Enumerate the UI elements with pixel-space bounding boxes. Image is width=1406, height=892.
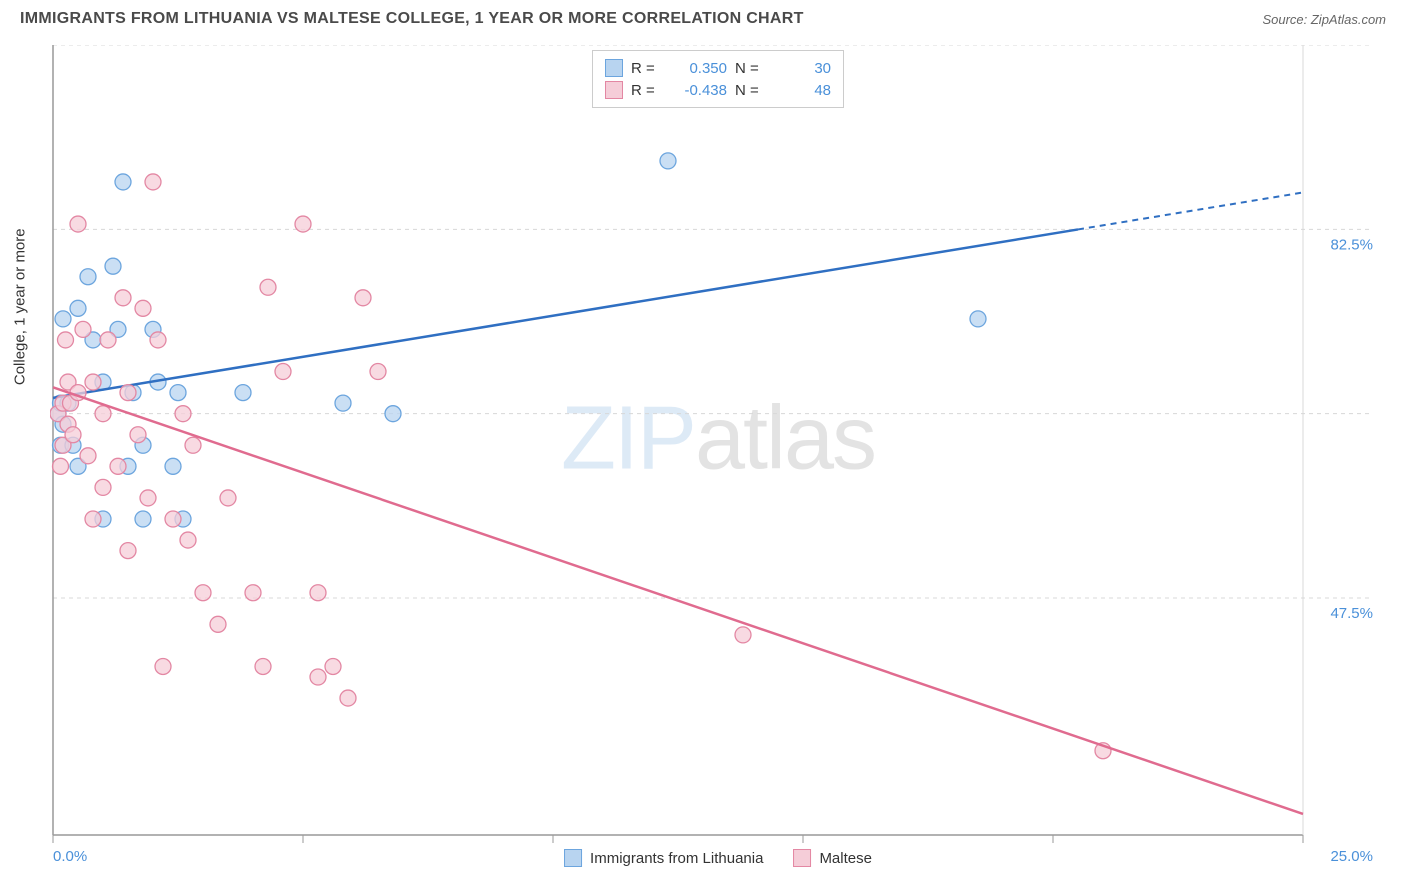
svg-text:0.0%: 0.0%: [53, 848, 87, 865]
n-value-maltese: 48: [771, 82, 831, 99]
r-label: R =: [631, 60, 659, 77]
chart-title: IMMIGRANTS FROM LITHUANIA VS MALTESE COL…: [20, 10, 804, 28]
chart-container: College, 1 year or more ZIPatlas 47.5%82…: [50, 45, 1386, 865]
n-label: N =: [735, 60, 763, 77]
swatch-lithuania-bottom: [564, 849, 582, 867]
y-axis-title: College, 1 year or more: [12, 228, 29, 385]
correlation-legend: R = 0.350 N = 30 R = -0.438 N = 48: [592, 50, 844, 108]
series-legend: Immigrants from Lithuania Maltese: [564, 849, 872, 867]
legend-item-lithuania: Immigrants from Lithuania: [564, 849, 763, 867]
r-value-maltese: -0.438: [667, 82, 727, 99]
swatch-maltese: [605, 81, 623, 99]
r-label: R =: [631, 82, 659, 99]
legend-label-lithuania: Immigrants from Lithuania: [590, 850, 763, 867]
legend-label-maltese: Maltese: [819, 850, 872, 867]
swatch-lithuania: [605, 59, 623, 77]
source-label: Source: ZipAtlas.com: [1262, 12, 1386, 27]
legend-row-lithuania: R = 0.350 N = 30: [605, 57, 831, 79]
scatter-plot: 47.5% 82.5% 0.0% 25.0%: [50, 45, 1386, 865]
n-label: N =: [735, 82, 763, 99]
legend-row-maltese: R = -0.438 N = 48: [605, 79, 831, 101]
svg-text:47.5%: 47.5%: [1330, 605, 1373, 622]
n-value-lithuania: 30: [771, 60, 831, 77]
r-value-lithuania: 0.350: [667, 60, 727, 77]
svg-text:82.5%: 82.5%: [1330, 236, 1373, 253]
svg-text:25.0%: 25.0%: [1330, 848, 1373, 865]
swatch-maltese-bottom: [793, 849, 811, 867]
legend-item-maltese: Maltese: [793, 849, 872, 867]
